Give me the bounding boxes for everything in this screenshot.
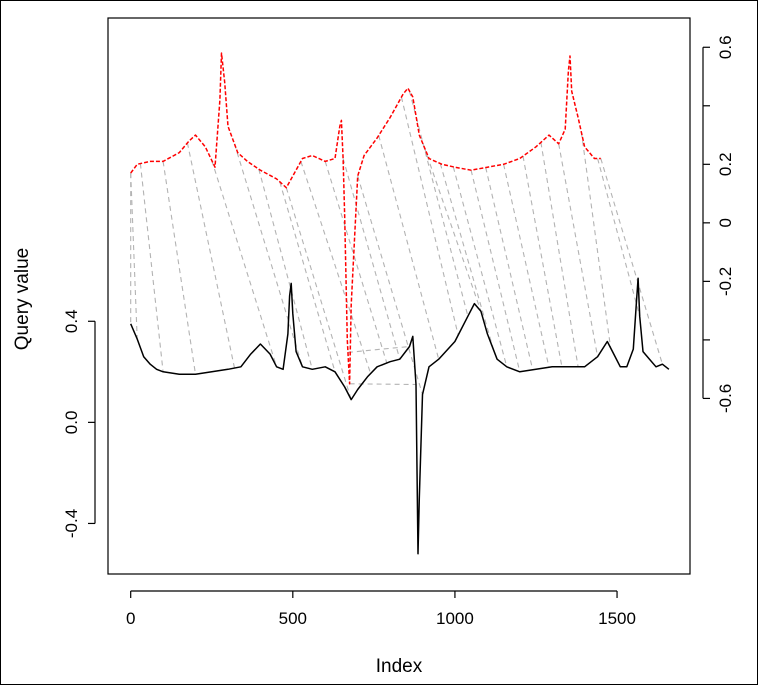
alignment-line-25 xyxy=(522,156,563,367)
x-tick-label-0: 0 xyxy=(126,609,135,628)
alignment-line-27 xyxy=(558,143,599,357)
series-line-reference xyxy=(130,52,601,385)
y-right-tick-label-0: 0.6 xyxy=(716,35,735,59)
plot-box xyxy=(107,17,691,575)
y-axis-right: 0.6 0.2 0 -0.2 -0.6 xyxy=(702,35,735,413)
alignment-line-26 xyxy=(540,142,579,367)
alignment-line-29 xyxy=(597,158,641,317)
y-right-tick-label-2: 0.2 xyxy=(716,152,735,176)
series-lines xyxy=(130,52,670,555)
alignment-line-23 xyxy=(485,167,534,370)
alignment-line-4 xyxy=(186,142,236,369)
alignment-line-19 xyxy=(423,146,482,312)
x-tick-label-3: 1500 xyxy=(598,609,636,628)
x-axis-title: Index xyxy=(376,656,423,677)
alignment-line-14 xyxy=(349,383,417,386)
alignment-line-3 xyxy=(162,161,197,375)
x-axis: 0 500 1000 1500 xyxy=(126,590,636,628)
alignment-line-21 xyxy=(452,166,508,367)
alignment-line-30 xyxy=(600,158,663,365)
alignment-line-20 xyxy=(439,163,495,351)
alignment-line-16 xyxy=(378,135,440,360)
alignment-line-17 xyxy=(400,96,459,336)
alignment-line-15 xyxy=(357,175,424,395)
alignment-line-1 xyxy=(130,173,138,340)
alignment-line-7 xyxy=(258,168,313,370)
series-line-query xyxy=(130,277,670,555)
alignment-line-6 xyxy=(233,143,304,367)
alignment-line-9 xyxy=(285,187,352,400)
y-right-tick-label-6: -0.6 xyxy=(716,384,735,413)
y-right-tick-label-3: 0 xyxy=(716,218,735,227)
alignment-lines xyxy=(130,91,663,400)
y-left-tick-label-0: -0.4 xyxy=(62,509,81,538)
y-axis-left: -0.4 0.0 0.4 xyxy=(62,309,96,538)
x-tick-label-1: 500 xyxy=(279,609,307,628)
alignment-line-5 xyxy=(211,160,278,367)
alignment-line-12 xyxy=(342,158,401,360)
alignment-line-28 xyxy=(580,132,612,348)
alignment-line-22 xyxy=(470,170,521,372)
alignment-line-11 xyxy=(324,161,388,364)
alignment-line-8 xyxy=(279,181,336,372)
alignment-line-13 xyxy=(347,345,410,353)
alignment-line-18 xyxy=(408,91,469,317)
y-axis-title: Query value xyxy=(12,248,33,350)
alignment-line-24 xyxy=(503,164,550,368)
y-left-tick-label-1: 0.0 xyxy=(62,411,81,435)
alignment-line-10 xyxy=(300,161,372,374)
y-right-tick-label-4: -0.2 xyxy=(716,267,735,296)
alignment-line-2 xyxy=(139,163,164,372)
x-tick-label-2: 1000 xyxy=(436,609,474,628)
y-left-tick-label-2: 0.4 xyxy=(62,309,81,333)
